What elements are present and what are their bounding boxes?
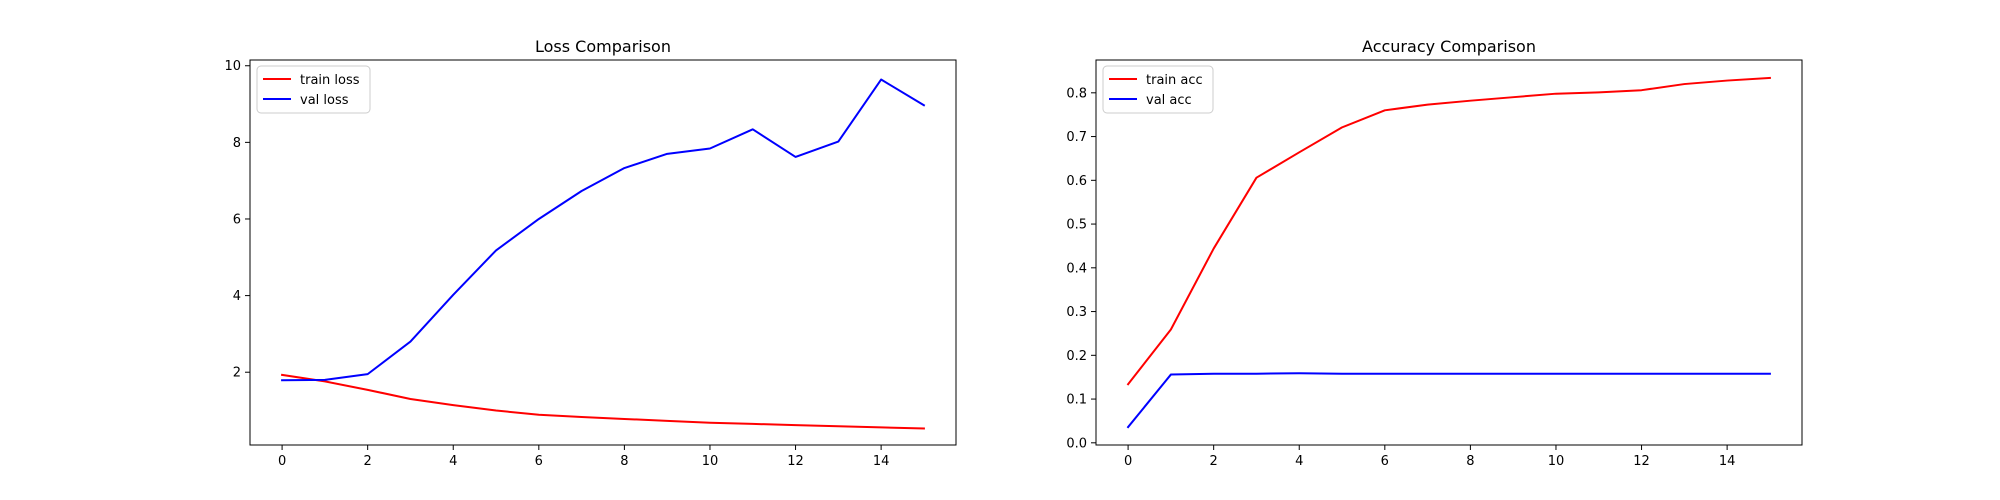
accuracy-x-tick-label: 12 — [1633, 454, 1650, 469]
loss-x-tick-label: 12 — [787, 454, 804, 469]
train-acc-line — [1126, 76, 1771, 386]
loss-legend-box — [256, 65, 371, 114]
loss-x-tick-label: 0 — [278, 454, 286, 469]
accuracy-chart-legend: train acc val acc — [1102, 65, 1214, 114]
accuracy-chart-plot-frame — [1095, 59, 1803, 446]
loss-chart-axes: 0 2 4 6 8 10 12 14 2 4 6 8 10 — [224, 59, 889, 469]
accuracy-y-tick-label: 0.2 — [1066, 349, 1087, 364]
loss-y-tick-label: 4 — [233, 289, 241, 304]
accuracy-y-tick-label: 0.8 — [1066, 86, 1087, 101]
train-loss-line — [280, 373, 925, 430]
loss-x-tick-label: 8 — [620, 454, 628, 469]
accuracy-y-tick-label: 0.5 — [1066, 218, 1087, 233]
loss-x-tick-label: 4 — [449, 454, 457, 469]
accuracy-x-tick-label: 0 — [1124, 454, 1132, 469]
accuracy-x-tick-label: 6 — [1381, 454, 1389, 469]
loss-x-tick-label: 6 — [535, 454, 543, 469]
accuracy-x-tick-label: 2 — [1210, 454, 1218, 469]
loss-x-tick-label: 14 — [873, 454, 890, 469]
loss-chart-title: Loss Comparison — [535, 37, 671, 56]
legend-train-acc-label: train acc — [1146, 73, 1203, 88]
accuracy-y-tick-label: 0.7 — [1066, 130, 1087, 145]
accuracy-legend-box — [1102, 65, 1214, 114]
loss-chart-legend: train loss val loss — [256, 65, 371, 114]
loss-y-tick-label: 6 — [233, 212, 241, 227]
val-acc-line — [1126, 372, 1771, 429]
legend-train-loss-label: train loss — [300, 73, 360, 88]
val-loss-line — [281, 78, 926, 382]
loss-x-tick-label: 10 — [702, 454, 719, 469]
loss-y-tick-label: 10 — [224, 59, 241, 74]
accuracy-y-tick-label: 0.1 — [1066, 393, 1087, 408]
loss-x-tick-label: 2 — [364, 454, 372, 469]
accuracy-y-tick-label: 0.0 — [1066, 436, 1087, 451]
accuracy-chart-title: Accuracy Comparison — [1362, 37, 1536, 56]
accuracy-x-tick-label: 4 — [1295, 454, 1303, 469]
accuracy-y-tick-label: 0.6 — [1066, 174, 1087, 189]
accuracy-chart-axes: 0 2 4 6 8 10 12 14 0.0 0.1 0.2 0.3 0.4 0.5 0.6 0.7 0.8 — [1066, 86, 1735, 469]
loss-chart: Loss Comparison 0 2 4 6 8 10 12 14 2 4 6 8 10 train … — [224, 37, 957, 469]
accuracy-x-tick-label: 14 — [1719, 454, 1736, 469]
loss-chart-series-lines — [280, 78, 926, 430]
accuracy-x-tick-label: 10 — [1548, 454, 1565, 469]
accuracy-chart: Accuracy Comparison 0 2 4 6 8 10 12 14 0.0 0.1 0.2… — [1066, 37, 1803, 469]
loss-y-tick-label: 2 — [233, 366, 241, 381]
accuracy-y-tick-label: 0.3 — [1066, 305, 1087, 320]
loss-y-tick-label: 8 — [233, 136, 241, 151]
loss-chart-plot-frame — [249, 59, 957, 446]
accuracy-x-tick-label: 8 — [1466, 454, 1474, 469]
accuracy-y-tick-label: 0.4 — [1066, 261, 1087, 276]
accuracy-chart-series-lines — [1126, 76, 1771, 429]
legend-val-acc-label: val acc — [1146, 93, 1192, 108]
legend-val-loss-label: val loss — [300, 93, 349, 108]
